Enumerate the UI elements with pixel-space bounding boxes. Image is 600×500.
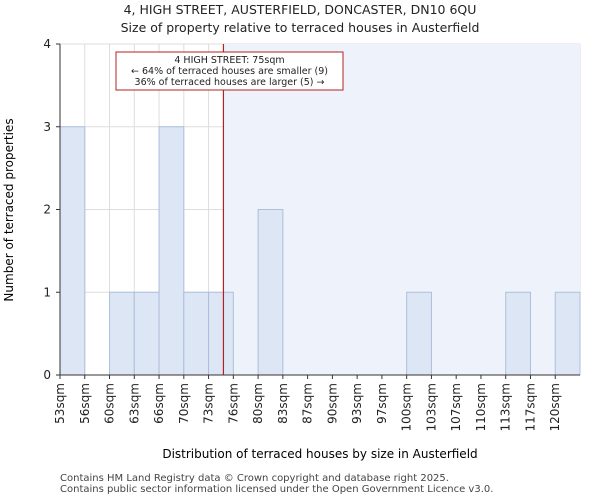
annotation-line: 4 HIGH STREET: 75sqm xyxy=(174,55,284,66)
bar xyxy=(208,291,234,376)
x-tick-label: 63sqm xyxy=(127,383,141,424)
annotation-box xyxy=(115,51,344,91)
x-tick-label: 93sqm xyxy=(350,383,364,424)
axis-layer: 0 1 2 3 4 53sqm 56sqm 60sqm 63sqm 66sqm 70sqm 73sqm… xyxy=(43,37,580,431)
x-tick-label: 90sqm xyxy=(325,383,339,424)
y-tick-label: 2 xyxy=(43,203,51,217)
x-tick-label: 83sqm xyxy=(276,383,290,424)
y-axis-label: Number of terraced properties xyxy=(2,118,16,301)
x-tick-label: 80sqm xyxy=(251,383,265,424)
x-tick-label: 66sqm xyxy=(152,383,166,424)
chart-title: 4, HIGH STREET, AUSTERFIELD, DONCASTER, … xyxy=(123,2,477,17)
bar xyxy=(257,209,284,376)
bar xyxy=(109,291,135,376)
annotation-line: 36% of terraced houses are larger (5) → xyxy=(135,77,325,88)
marker-layer: 4 HIGH STREET: 75sqm← 64% of terraced ho… xyxy=(115,44,344,375)
bar xyxy=(554,291,581,376)
x-tick-label: 87sqm xyxy=(301,383,315,424)
x-tick-label: 103sqm xyxy=(424,383,438,431)
bar-layer xyxy=(59,126,581,376)
x-tick-label: 110sqm xyxy=(474,383,488,431)
bar xyxy=(183,291,210,376)
x-tick-label: 113sqm xyxy=(499,383,513,431)
chart-subtitle: Size of property relative to terraced ho… xyxy=(120,20,480,35)
bar xyxy=(133,291,160,376)
x-tick-label: 120sqm xyxy=(548,383,562,431)
bar xyxy=(59,126,86,376)
annotation-line: ← 64% of terraced houses are smaller (9) xyxy=(131,66,328,77)
x-tick-label: 76sqm xyxy=(226,383,240,424)
x-tick-label: 100sqm xyxy=(400,383,414,431)
x-tick-label: 56sqm xyxy=(78,383,92,424)
y-tick-label: 0 xyxy=(43,368,51,382)
x-tick-label: 60sqm xyxy=(103,383,117,424)
bar xyxy=(158,126,185,376)
footer-copyright: Contains HM Land Registry data © Crown c… xyxy=(60,473,449,484)
x-tick-label: 73sqm xyxy=(202,383,216,424)
y-tick-label: 4 xyxy=(43,37,51,51)
x-tick-label: 70sqm xyxy=(177,383,191,424)
x-tick-label: 117sqm xyxy=(523,383,537,431)
bar xyxy=(406,291,432,376)
bar-chart: 0 1 2 3 4 53sqm 56sqm 60sqm 63sqm 66sqm 70sqm 73sqm… xyxy=(2,37,581,461)
y-tick-label: 1 xyxy=(43,285,51,299)
x-axis-label: Distribution of terraced houses by size … xyxy=(162,447,477,461)
x-tick-label: 97sqm xyxy=(375,383,389,424)
y-tick-label: 3 xyxy=(43,120,51,134)
x-tick-label: 107sqm xyxy=(449,383,463,431)
bar xyxy=(505,291,531,376)
x-tick-label: 53sqm xyxy=(53,383,67,424)
footer-licence: Contains public sector information licen… xyxy=(60,484,494,495)
